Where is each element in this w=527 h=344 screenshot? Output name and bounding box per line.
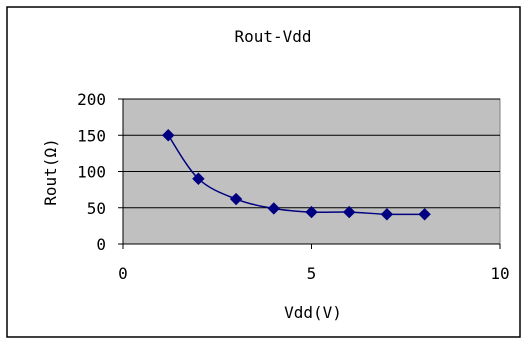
tick-labels: 0 50 100 150 200 0 5 10: [77, 90, 510, 283]
data-point-6: [380, 208, 394, 221]
chart-title: Rout-Vdd: [234, 27, 311, 46]
data-point-7: [418, 208, 431, 221]
axes: [118, 98, 501, 249]
x-tick-label-0: 0: [118, 264, 128, 283]
data-point-3: [267, 202, 281, 215]
y-tick-label-150: 150: [77, 126, 106, 145]
data-point-1: [192, 172, 205, 185]
x-axis-label: Vdd(V): [284, 303, 342, 322]
data-markers: [162, 129, 431, 221]
x-tick-label-5: 5: [307, 264, 317, 283]
y-tick-label-0: 0: [96, 235, 106, 254]
y-tick-label-100: 100: [77, 163, 106, 182]
data-point-2: [229, 192, 243, 206]
y-axis-label: Rout(Ω): [41, 138, 60, 205]
y-tick-label-200: 200: [77, 90, 106, 109]
data-point-0: [162, 129, 175, 142]
data-point-4: [305, 205, 318, 219]
data-point-5: [342, 205, 356, 219]
x-tick-label-10: 10: [490, 264, 509, 283]
y-tick-label-50: 50: [87, 199, 106, 218]
